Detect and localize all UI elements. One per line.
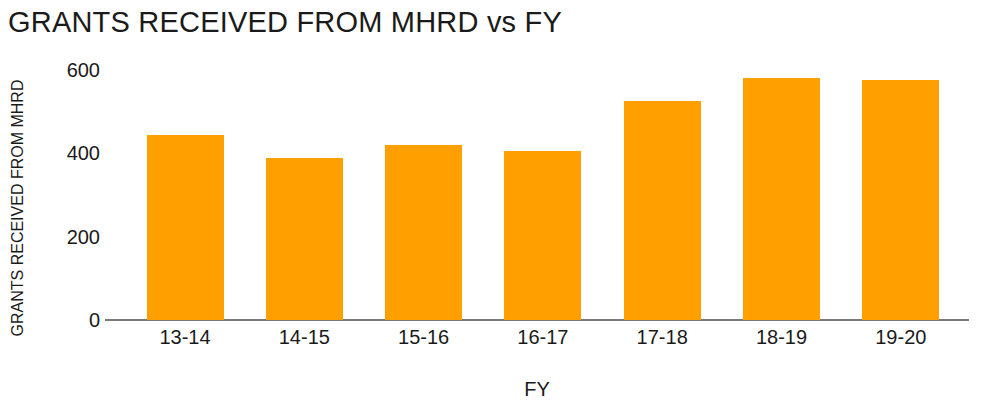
y-tick-label: 0 [30,309,100,332]
x-tick-label: 19-20 [851,326,951,349]
plot-area [105,70,969,320]
y-tick-label: 600 [30,59,100,82]
y-tick-label: 400 [30,142,100,165]
x-tick-label: 15-16 [374,326,474,349]
y-axis-title: GRANTS RECEIVED FROM MHRD [9,80,27,337]
x-tick-label: 14-15 [254,326,354,349]
x-tick-label: 18-19 [732,326,832,349]
bar-18-19 [743,78,820,320]
chart-title: GRANTS RECEIVED FROM MHRD vs FY [8,6,562,39]
bar-15-16 [385,145,462,320]
bar-16-17 [504,151,581,320]
x-tick-label: 17-18 [612,326,712,349]
bar-14-15 [266,158,343,321]
x-tick-label: 13-14 [135,326,235,349]
bar-17-18 [624,101,701,320]
x-tick-label: 16-17 [493,326,593,349]
y-tick-label: 200 [30,225,100,248]
bar-13-14 [147,135,224,320]
bar-19-20 [862,80,939,320]
x-axis-title: FY [105,378,969,401]
bar-chart: GRANTS RECEIVED FROM MHRD vs FY GRANTS R… [0,0,983,412]
